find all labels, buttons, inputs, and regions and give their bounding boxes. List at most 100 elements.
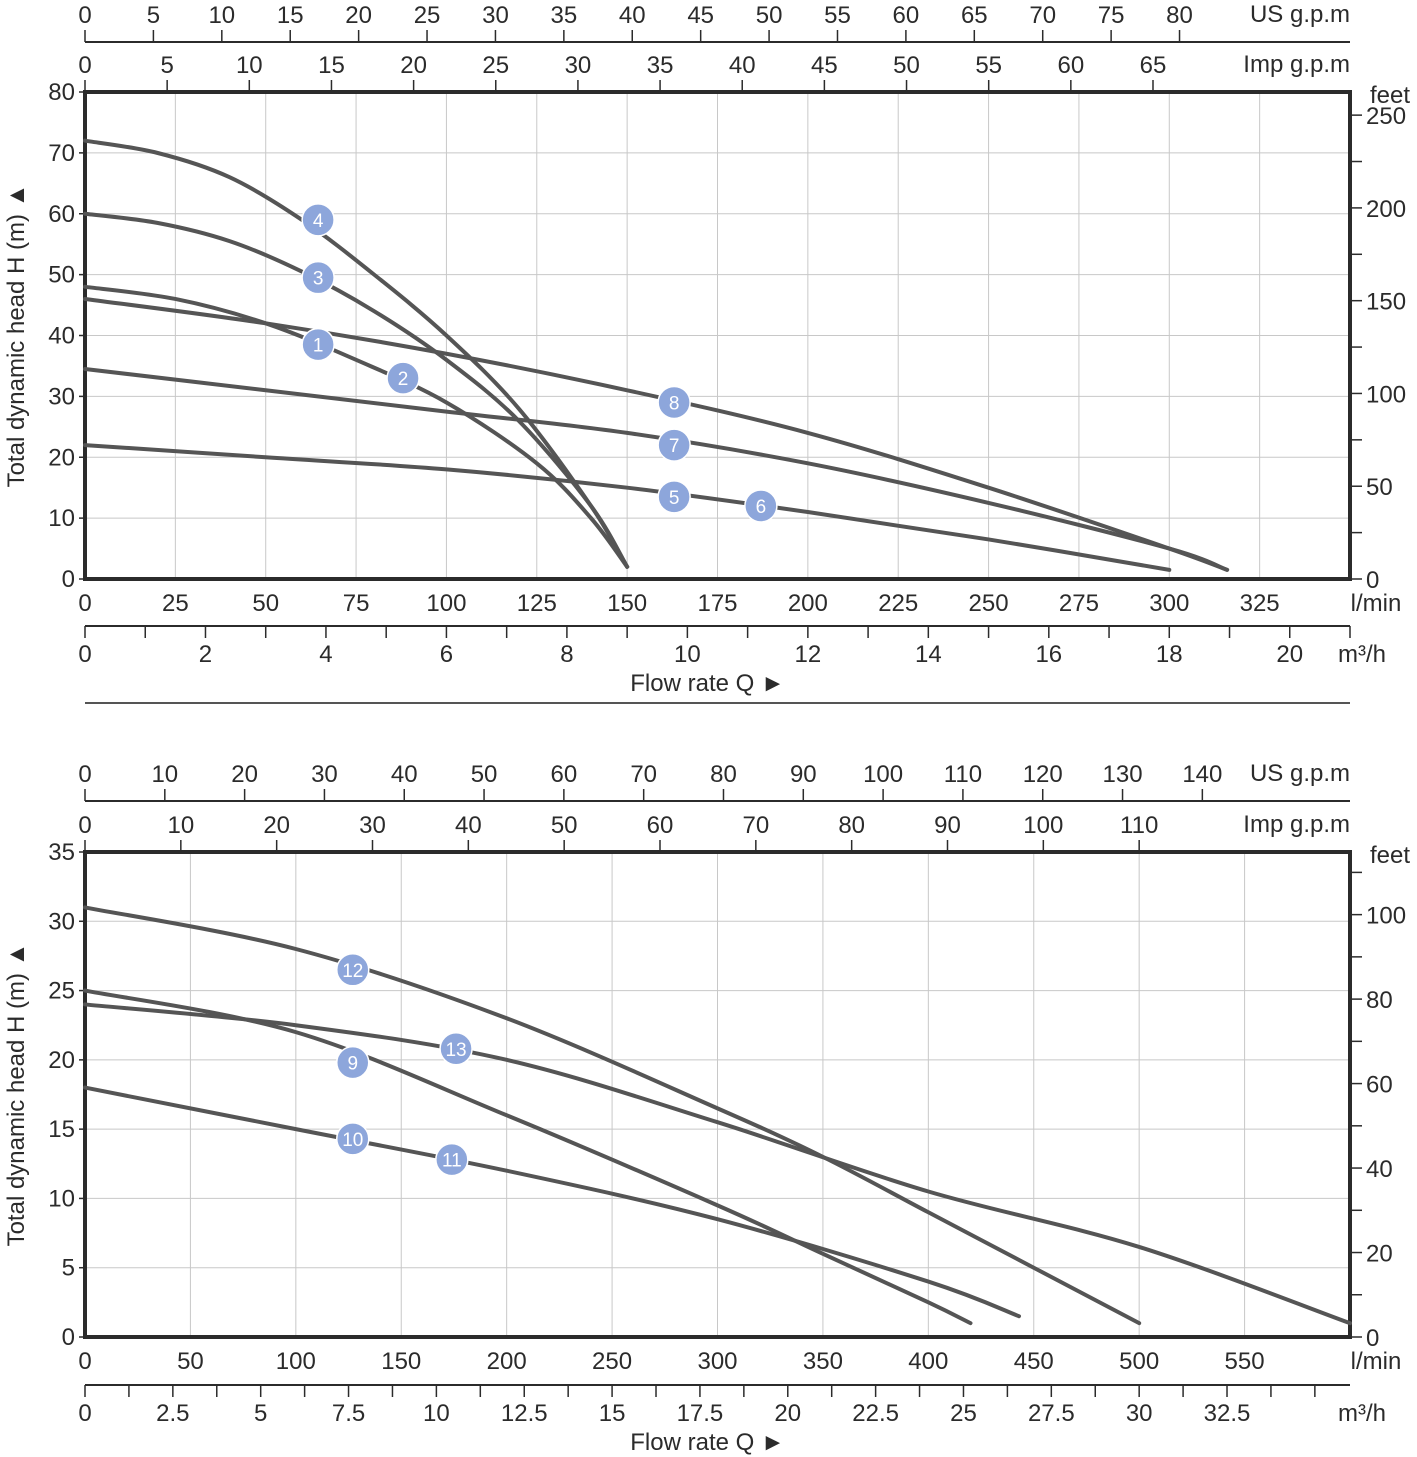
m3h-tick-label: 32.5 — [1204, 1400, 1251, 1427]
curve-label-badge-4 — [301, 203, 335, 237]
m3h-tick-label: 16 — [1035, 641, 1062, 668]
us-gpm-tick-label: 60 — [551, 761, 578, 788]
curve-12 — [83, 905, 1142, 1326]
right-tick-label: 0 — [1366, 567, 1379, 594]
y-tick-label: 0 — [62, 566, 75, 593]
m3h-tick-label: 22.5 — [852, 1400, 899, 1427]
imp-gpm-tick-label: 110 — [1120, 812, 1158, 839]
m3h-tick-label: 2.5 — [156, 1400, 189, 1427]
y-tick-label: 15 — [48, 1116, 75, 1143]
us-gpm-tick-label: 90 — [790, 761, 817, 788]
curve-label-11: 11 — [442, 1151, 462, 1172]
imp-gpm-tick-label: 90 — [934, 812, 961, 839]
x-tick-label: 0 — [78, 1348, 91, 1375]
y-tick-label: 60 — [48, 201, 75, 228]
x-axis-title: Flow rate Q ► — [630, 670, 784, 697]
m3h-tick-label: 12.5 — [501, 1400, 548, 1427]
curve-label-6: 6 — [756, 497, 767, 518]
curve-label-1: 1 — [313, 336, 324, 357]
y-tick-label: 10 — [48, 505, 75, 532]
m3h-tick-label: 10 — [674, 641, 701, 668]
x-tick-label: 225 — [878, 590, 918, 617]
curve-5 — [83, 443, 1172, 572]
y-tick-label: 35 — [48, 839, 75, 866]
x-tick-label: 275 — [1059, 590, 1099, 617]
us-gpm-tick-label: 100 — [863, 761, 903, 788]
x-tick-label: 350 — [803, 1348, 843, 1375]
curve-label-badge-13 — [439, 1032, 473, 1066]
curve-label-10: 10 — [342, 1130, 363, 1151]
x-tick-label: 50 — [252, 590, 279, 617]
x-tick-label: 550 — [1225, 1348, 1265, 1375]
curve-13 — [83, 1002, 1352, 1326]
us-gpm-unit: US g.p.m — [1250, 760, 1350, 787]
curve-10 — [83, 1085, 1021, 1319]
curve-label-badge-7 — [657, 428, 691, 462]
us-gpm-tick-label: 0 — [78, 761, 91, 788]
imp-gpm-tick-label: 60 — [647, 812, 674, 839]
right-tick-label: 40 — [1366, 1156, 1393, 1183]
x-tick-label: 250 — [592, 1348, 632, 1375]
us-gpm-tick-label: 40 — [619, 2, 646, 29]
right-tick-label: 100 — [1366, 381, 1406, 408]
imp-gpm-tick-label: 20 — [263, 812, 290, 839]
us-gpm-tick-label: 0 — [78, 2, 91, 29]
x-tick-label: 500 — [1119, 1348, 1159, 1375]
imp-gpm-tick-label: 10 — [167, 812, 194, 839]
imp-gpm-tick-label: 0 — [78, 52, 91, 79]
y-axis-title: Total dynamic head H (m) ▲ — [3, 943, 30, 1247]
us-gpm-unit: US g.p.m — [1250, 1, 1350, 28]
curve-label-13: 13 — [445, 1040, 466, 1061]
m3h-tick-label: 18 — [1156, 641, 1183, 668]
right-tick-label: 60 — [1366, 1072, 1393, 1099]
x-tick-label: 150 — [381, 1348, 421, 1375]
imp-gpm-tick-label: 35 — [647, 52, 674, 79]
x-tick-label: 450 — [1014, 1348, 1054, 1375]
us-gpm-tick-label: 70 — [1029, 2, 1056, 29]
us-gpm-tick-label: 65 — [961, 2, 988, 29]
curve-label-4: 4 — [313, 211, 324, 232]
right-tick-label: 0 — [1366, 1325, 1379, 1352]
grid — [85, 92, 1351, 579]
imp-gpm-tick-label: 30 — [359, 812, 386, 839]
x-tick-label: 325 — [1240, 590, 1280, 617]
y-tick-label: 10 — [48, 1185, 75, 1212]
us-gpm-tick-label: 10 — [151, 761, 178, 788]
m3h-unit: m³/h — [1338, 641, 1386, 668]
curve-label-badge-5 — [657, 480, 691, 514]
right-tick-label: 250 — [1366, 103, 1406, 130]
right-axis-unit: feet — [1370, 842, 1410, 869]
m3h-tick-label: 10 — [423, 1400, 450, 1427]
x-tick-label: 25 — [162, 590, 189, 617]
m3h-tick-label: 0 — [78, 641, 91, 668]
grid — [85, 852, 1351, 1337]
us-gpm-tick-label: 25 — [414, 2, 441, 29]
y-tick-label: 20 — [48, 444, 75, 471]
y-tick-label: 30 — [48, 383, 75, 410]
plot-frame — [83, 850, 1352, 1339]
curve-label-12: 12 — [342, 961, 363, 982]
x-axis-unit: l/min — [1351, 1348, 1402, 1375]
us-gpm-tick-label: 45 — [687, 2, 714, 29]
m3h-tick-label: 12 — [795, 641, 822, 668]
imp-gpm-tick-label: 65 — [1140, 52, 1167, 79]
x-tick-label: 75 — [343, 590, 370, 617]
right-tick-label: 200 — [1366, 196, 1406, 223]
y-tick-label: 5 — [62, 1255, 75, 1282]
m3h-tick-label: 8 — [560, 641, 573, 668]
imp-gpm-tick-label: 55 — [975, 52, 1002, 79]
m3h-tick-label: 5 — [254, 1400, 267, 1427]
imp-gpm-tick-label: 40 — [455, 812, 482, 839]
x-axis-unit: l/min — [1351, 590, 1402, 617]
m3h-tick-label: 0 — [78, 1400, 91, 1427]
x-tick-label: 300 — [1149, 590, 1189, 617]
us-gpm-tick-label: 5 — [147, 2, 160, 29]
us-gpm-tick-label: 30 — [482, 2, 509, 29]
m3h-unit: m³/h — [1338, 1400, 1386, 1427]
us-gpm-tick-label: 20 — [345, 2, 372, 29]
curve-8 — [83, 296, 1230, 572]
curve-label-badge-11 — [435, 1142, 469, 1177]
